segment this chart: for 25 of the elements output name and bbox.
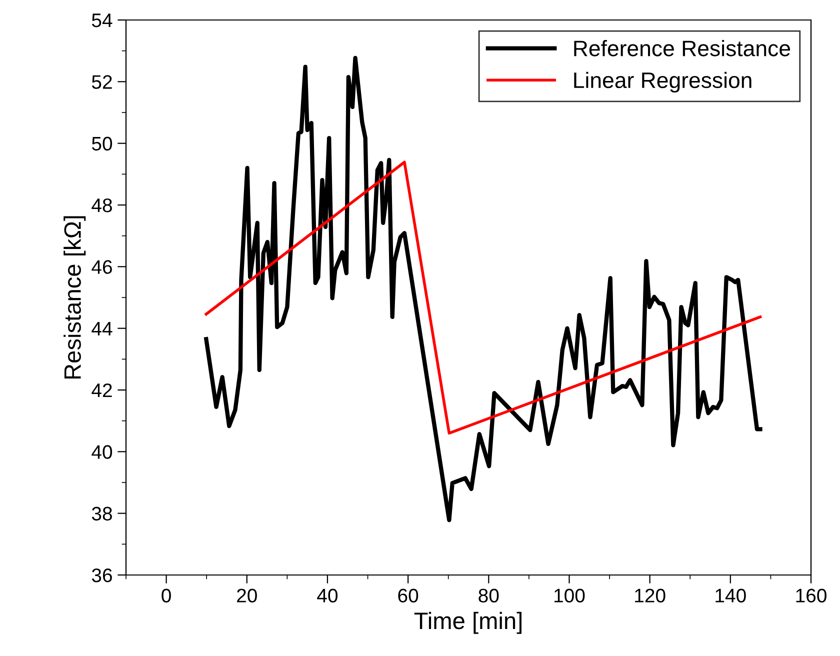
line-series [204,160,762,435]
x-tick-label: 40 [317,588,338,602]
x-tick-label: 140 [716,588,746,602]
line-series [204,56,762,522]
y-tick-label: 44 [92,322,112,336]
x-tick-label: 60 [398,588,418,602]
x-tick-label: 120 [635,588,666,602]
x-tick-label: 0 [162,588,171,602]
x-axis-title: Time [min] [414,612,522,634]
y-tick-label: 52 [92,75,112,89]
x-tick-label: 160 [796,588,826,602]
y-tick-label: 50 [92,136,112,151]
legend-label: Reference Resistance [574,40,790,56]
legend-label: Linear Regression [574,72,752,93]
x-tick-label: 100 [554,588,585,602]
y-tick-label: 46 [92,260,112,274]
x-tick-label: 80 [478,588,499,602]
y-tick-label: 48 [92,198,112,212]
y-tick-label: 42 [92,383,112,398]
y-tick-label: 36 [92,568,112,582]
y-axis-title: Resistance [kΩ] [64,216,86,379]
y-tick-label: 38 [92,506,112,521]
x-tick-label: 20 [237,588,257,602]
y-tick-label: 54 [92,14,112,28]
y-tick-label: 40 [92,445,112,459]
